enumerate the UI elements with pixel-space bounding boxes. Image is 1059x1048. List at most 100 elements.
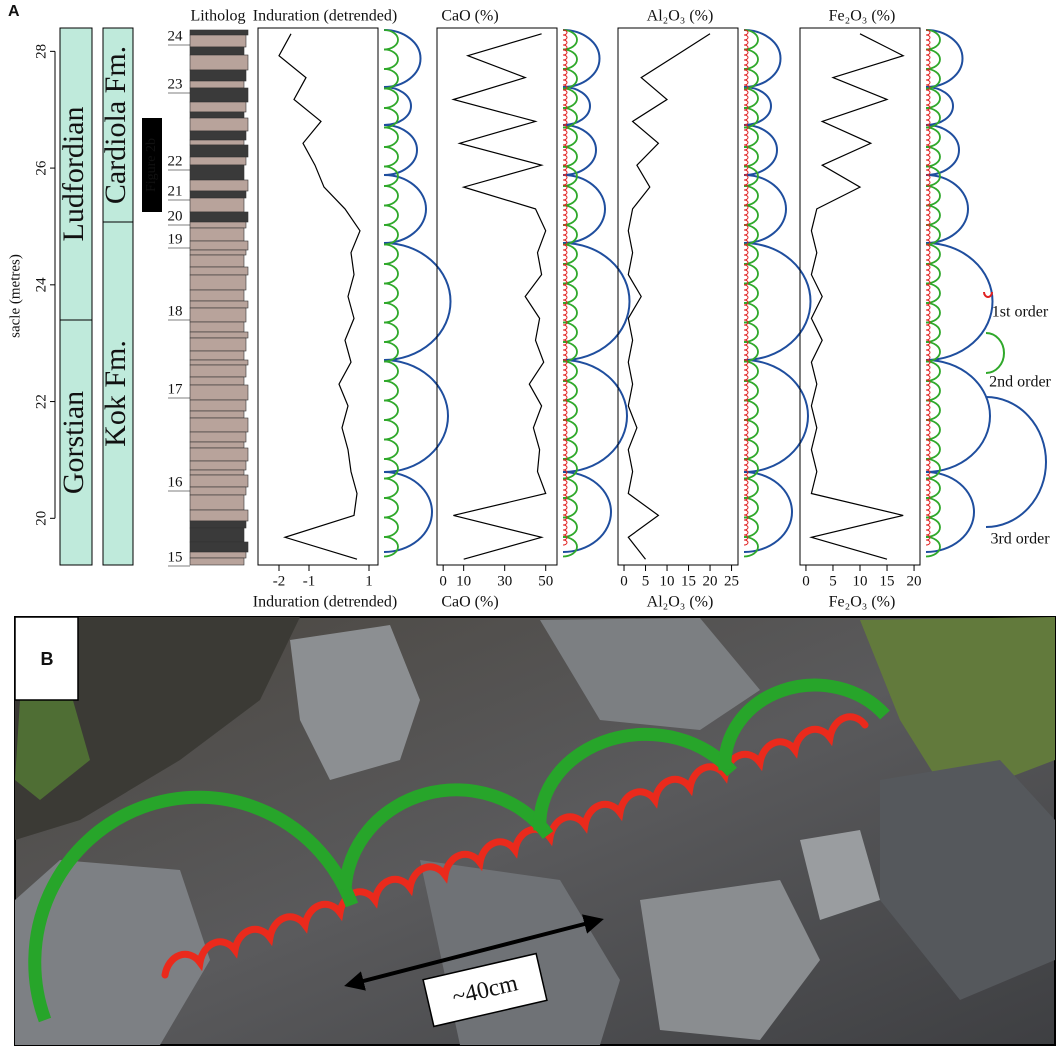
first-order-arc	[925, 364, 931, 371]
bed	[189, 240, 249, 251]
first-order-arc	[562, 424, 568, 431]
first-order-arc	[562, 349, 568, 356]
x-tick-label: 10	[853, 573, 868, 589]
first-order-arc	[925, 329, 931, 336]
first-order-arc	[743, 234, 749, 241]
y-tick-label: 22	[33, 394, 49, 409]
first-order-arc	[743, 109, 749, 116]
bed	[189, 557, 245, 566]
first-order-arc	[743, 344, 749, 351]
legend-second	[985, 332, 1005, 374]
first-order-arc	[925, 179, 931, 186]
first-order-arc	[743, 294, 749, 301]
bed	[189, 337, 247, 352]
bed-label: 17	[168, 381, 184, 397]
third-order-arc	[383, 174, 427, 244]
second-order-arc	[383, 536, 399, 558]
first-order-arc	[743, 254, 749, 261]
first-order-arc	[562, 99, 568, 106]
first-order-arc	[562, 89, 568, 96]
first-order-arc	[925, 519, 931, 526]
unit-label: Cardiola Fm.	[99, 46, 132, 204]
bed	[189, 29, 249, 36]
second-order-arc	[743, 302, 759, 324]
bed	[189, 410, 245, 419]
first-order-arc	[743, 424, 749, 431]
first-order-arc	[743, 139, 749, 146]
first-order-arc	[925, 449, 931, 456]
first-order-arc	[743, 484, 749, 491]
legend-first	[983, 291, 993, 298]
second-order-arc	[562, 185, 578, 207]
first-order-arc	[925, 424, 931, 431]
first-order-arc	[562, 189, 568, 196]
second-order-arc	[743, 48, 759, 70]
bed	[189, 111, 245, 119]
figure-ref-box	[142, 118, 162, 212]
second-order-arc	[383, 341, 399, 363]
second-order-arc	[383, 438, 399, 460]
first-order-arc	[925, 274, 931, 281]
second-order-arc	[743, 458, 759, 480]
panel-label: A	[8, 3, 20, 20]
first-order-arc	[925, 99, 931, 106]
first-order-arc	[925, 54, 931, 61]
first-order-arc	[925, 349, 931, 356]
bed	[189, 551, 247, 559]
first-order-arc	[925, 309, 931, 316]
first-order-arc	[562, 409, 568, 416]
first-order-arc	[925, 459, 931, 466]
first-order-arc	[925, 464, 931, 471]
second-order-arc	[562, 204, 578, 226]
cycle-column	[925, 29, 994, 558]
first-order-arc	[562, 519, 568, 526]
second-order-arc	[743, 536, 759, 558]
first-order-arc	[562, 154, 568, 161]
third-order-arc	[743, 29, 782, 88]
first-order-arc	[925, 289, 931, 296]
legend-third	[985, 396, 1047, 528]
first-order-arc	[562, 444, 568, 451]
bed	[189, 321, 245, 333]
x-tick-label: 0	[439, 573, 447, 589]
first-order-arc	[562, 459, 568, 466]
first-order-arc	[743, 284, 749, 291]
first-order-arc	[562, 329, 568, 336]
third-order-arc	[743, 471, 793, 553]
first-order-arc	[562, 129, 568, 136]
first-order-arc	[562, 314, 568, 321]
x-tick-label: 15	[681, 573, 696, 589]
second-order-arc	[383, 165, 399, 187]
first-order-arc	[562, 79, 568, 86]
first-order-arc	[562, 344, 568, 351]
first-order-arc	[562, 244, 568, 251]
third-order-arc	[562, 359, 628, 473]
first-order-arc	[743, 444, 749, 451]
first-order-arc	[562, 209, 568, 216]
first-order-arc	[743, 244, 749, 251]
first-order-arc	[743, 349, 749, 356]
first-order-arc	[562, 59, 568, 66]
bed	[189, 494, 245, 511]
bed	[189, 211, 249, 223]
third-order-arc	[562, 174, 606, 244]
first-order-arc	[925, 404, 931, 411]
bed	[189, 350, 245, 361]
second-order-arc	[925, 477, 941, 499]
first-order-arc	[562, 274, 568, 281]
first-order-arc	[743, 69, 749, 76]
first-order-arc	[925, 249, 931, 256]
first-order-arc	[562, 109, 568, 116]
unit-label: Kok Fm.	[99, 340, 132, 447]
second-order-arc	[562, 48, 578, 70]
first-order-arc	[925, 304, 931, 311]
first-order-arc	[562, 49, 568, 56]
panel-title: Al₂O₃ (%)	[647, 8, 714, 25]
unit-box	[102, 221, 134, 566]
first-order-arc	[743, 409, 749, 416]
first-order-arc	[925, 234, 931, 241]
first-order-arc	[925, 529, 931, 536]
x-axis-label: CaO (%)	[441, 594, 498, 611]
x-tick-label: -2	[273, 573, 286, 589]
second-order-arc	[383, 419, 399, 441]
